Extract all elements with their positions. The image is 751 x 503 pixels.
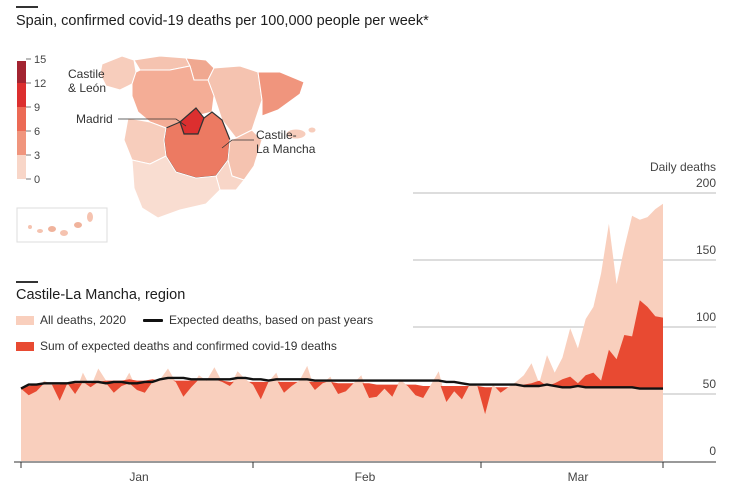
scale-band-9 bbox=[17, 107, 26, 131]
legend-expected: Expected deaths, based on past years bbox=[143, 313, 373, 327]
scale-tick-15: 15 bbox=[34, 54, 46, 66]
y-tick-label-0: 0 bbox=[709, 444, 716, 458]
legend-all-deaths: All deaths, 2020 bbox=[16, 313, 126, 327]
label-castile-leon-line2: & León bbox=[68, 81, 107, 95]
y-tick-label-150: 150 bbox=[696, 243, 716, 257]
region-andalusia bbox=[131, 155, 221, 219]
canary-islands-inset bbox=[16, 207, 108, 243]
legend-label-all-deaths: All deaths, 2020 bbox=[40, 313, 127, 327]
chart-subtitle: Castile-La Mancha, region bbox=[16, 287, 186, 303]
legend-swatch-sum bbox=[16, 341, 34, 351]
y-tick-label-100: 100 bbox=[696, 310, 716, 324]
chart-lines bbox=[20, 376, 663, 461]
spain-regions bbox=[99, 55, 317, 219]
scale-tick-12: 12 bbox=[34, 78, 46, 90]
line-expected-deaths bbox=[20, 376, 663, 390]
x-tick-label-feb: Feb bbox=[355, 470, 376, 484]
label-clm-line2: La Mancha bbox=[256, 142, 316, 156]
legend-label-expected: Expected deaths, based on past years bbox=[169, 313, 374, 327]
area-below-expected bbox=[21, 377, 663, 461]
scale-band-12 bbox=[17, 83, 26, 107]
subtitle-rule bbox=[16, 281, 38, 283]
color-scale: 15 12 9 6 3 0 bbox=[17, 54, 46, 186]
x-axis: Jan Feb Mar bbox=[14, 461, 716, 484]
scale-tick-6: 6 bbox=[34, 126, 40, 138]
y-axis-labels: 200 150 100 50 0 bbox=[696, 176, 716, 458]
label-castile-leon: Castile & León bbox=[68, 67, 106, 95]
chart-title: Spain, confirmed covid-19 deaths per 100… bbox=[16, 13, 429, 29]
legend-swatch-all-deaths bbox=[16, 315, 34, 325]
legend-label-sum: Sum of expected deaths and confirmed cov… bbox=[40, 339, 337, 353]
title-rule bbox=[16, 6, 38, 8]
x-tick-label-mar: Mar bbox=[568, 470, 589, 484]
y-tick-label-50: 50 bbox=[703, 377, 717, 391]
label-madrid: Madrid bbox=[76, 112, 113, 126]
label-clm-line1: Castile- bbox=[256, 128, 297, 142]
scale-band-3 bbox=[17, 155, 26, 179]
label-castile-la-mancha: Castile- La Mancha bbox=[256, 128, 315, 156]
x-tick-label-jan: Jan bbox=[129, 470, 148, 484]
y-axis-title: Daily deaths bbox=[650, 160, 716, 174]
region-balearics bbox=[285, 128, 307, 140]
scale-tick-0: 0 bbox=[34, 174, 40, 186]
castile-la-mancha-leader-line bbox=[221, 139, 254, 149]
scale-band-15 bbox=[17, 61, 26, 83]
legend-sum: Sum of expected deaths and confirmed cov… bbox=[16, 339, 337, 353]
scale-tick-3: 3 bbox=[34, 150, 40, 162]
madrid-leader-line bbox=[118, 118, 187, 127]
legend-swatch-expected bbox=[143, 318, 163, 322]
label-castile-leon-line1: Castile bbox=[68, 67, 105, 81]
y-tick-label-200: 200 bbox=[696, 176, 716, 190]
scale-band-6 bbox=[17, 131, 26, 155]
region-catalonia bbox=[257, 71, 305, 117]
scale-tick-9: 9 bbox=[34, 102, 40, 114]
